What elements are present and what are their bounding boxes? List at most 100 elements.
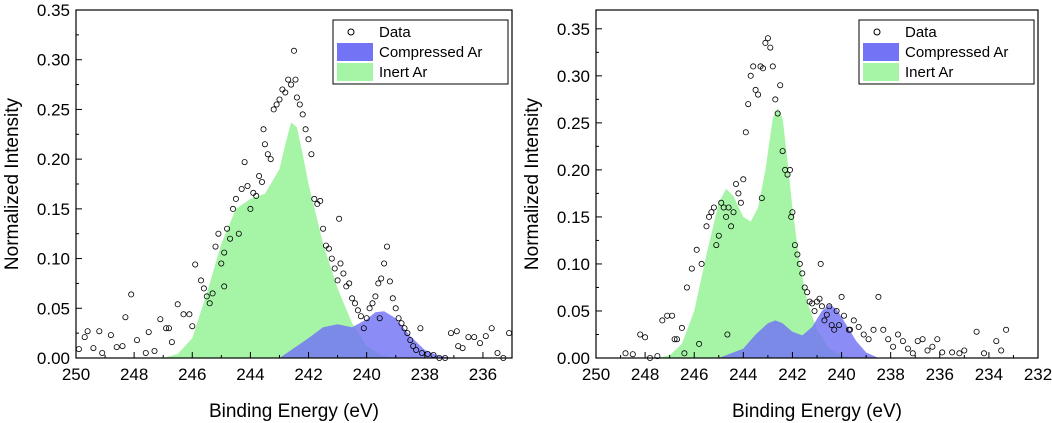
data-point <box>823 311 830 318</box>
compressed-ar-area <box>718 304 879 358</box>
data-point <box>885 336 892 343</box>
legend-inert-swatch <box>863 63 899 81</box>
data-point <box>799 270 806 277</box>
data-point <box>224 225 231 232</box>
data-point <box>784 171 791 178</box>
data-point <box>337 260 344 267</box>
data-point <box>229 205 236 212</box>
data-point <box>973 328 980 335</box>
y-tick-label: 0.30 <box>37 51 70 70</box>
data-point <box>142 349 149 356</box>
data-point <box>718 199 725 206</box>
data-point <box>919 336 926 343</box>
data-point <box>788 213 795 220</box>
data-point <box>238 185 245 192</box>
legend-label-compressed: Compressed Ar <box>905 44 1008 61</box>
x-tick-label: 242 <box>294 365 322 384</box>
x-tick-label: 240 <box>827 365 855 384</box>
data-point <box>774 110 781 117</box>
data-point <box>836 322 843 329</box>
chart-right: 250 248 246 244 242 240 238 236 234 232 0.00 0.05 0.… <box>522 9 1052 422</box>
data-point <box>760 65 767 72</box>
data-point <box>471 334 478 341</box>
data-point <box>904 345 911 352</box>
data-point <box>296 101 303 108</box>
data-point <box>494 349 501 356</box>
data-point <box>119 343 126 350</box>
y-tick-label: 0.00 <box>37 349 70 368</box>
data-point <box>360 325 367 332</box>
x-tick-label: 242 <box>778 365 806 384</box>
data-point <box>855 323 862 330</box>
legend-compressed-swatch <box>863 43 899 61</box>
data-point <box>334 277 341 284</box>
x-tick-label: 238 <box>876 365 904 384</box>
data-point <box>96 328 103 335</box>
legend-label-data: Data <box>379 24 411 41</box>
data-point <box>299 111 306 118</box>
x-tick-label: 236 <box>469 365 497 384</box>
data-point <box>260 126 267 133</box>
data-point <box>357 313 364 320</box>
x-tick-label: 238 <box>411 365 439 384</box>
data-point <box>713 242 720 249</box>
data-point <box>752 86 759 93</box>
data-point <box>838 293 845 300</box>
data-point <box>317 197 324 204</box>
data-point <box>99 349 106 356</box>
data-point <box>755 91 762 98</box>
data-point <box>407 337 414 344</box>
y-axis-title: Normalized Intensity <box>522 97 543 270</box>
legend-label-inert: Inert Ar <box>379 64 427 81</box>
data-point <box>875 293 882 300</box>
y-tick-label: 0.05 <box>37 299 70 318</box>
data-point <box>956 350 963 357</box>
data-point <box>218 260 225 267</box>
data-point <box>336 215 343 222</box>
data-point <box>212 243 219 250</box>
data-point <box>622 350 629 357</box>
data-point <box>909 350 916 357</box>
data-point <box>914 338 921 345</box>
data-point <box>376 315 383 322</box>
data-point <box>847 326 854 333</box>
data-point <box>811 307 818 314</box>
data-point <box>949 349 956 356</box>
data-point <box>221 283 228 290</box>
data-point <box>267 156 274 163</box>
data-point <box>453 328 460 335</box>
data-point <box>247 205 254 212</box>
data-point <box>860 331 867 338</box>
legend-inert-swatch <box>337 63 373 81</box>
data-point <box>794 251 801 258</box>
data-point <box>745 101 752 108</box>
data-point <box>929 343 936 350</box>
data-point <box>865 336 872 343</box>
data-point <box>84 328 91 335</box>
data-point <box>311 195 318 202</box>
data-point <box>351 300 358 307</box>
data-point <box>725 204 732 211</box>
data-point <box>413 346 420 353</box>
data-point <box>637 331 644 338</box>
data-point <box>723 213 730 220</box>
data-point <box>683 284 690 291</box>
data-point <box>151 347 158 354</box>
data-point <box>791 242 798 249</box>
data-point <box>826 303 833 310</box>
x-tick-label: 244 <box>729 365 757 384</box>
data-point <box>1003 326 1010 333</box>
data-point <box>340 270 347 277</box>
data-point <box>401 325 408 332</box>
data-point <box>285 76 292 83</box>
y-tick-label: 0.35 <box>37 1 70 20</box>
data-point <box>288 81 295 88</box>
y-tick-label: 0.05 <box>557 302 590 321</box>
data-point <box>669 312 676 319</box>
data-point <box>890 343 897 350</box>
inert-ar-area <box>163 122 396 359</box>
data-point <box>688 265 695 272</box>
data-point <box>270 106 277 113</box>
x-tick-label: 236 <box>926 365 954 384</box>
data-point <box>654 353 661 360</box>
